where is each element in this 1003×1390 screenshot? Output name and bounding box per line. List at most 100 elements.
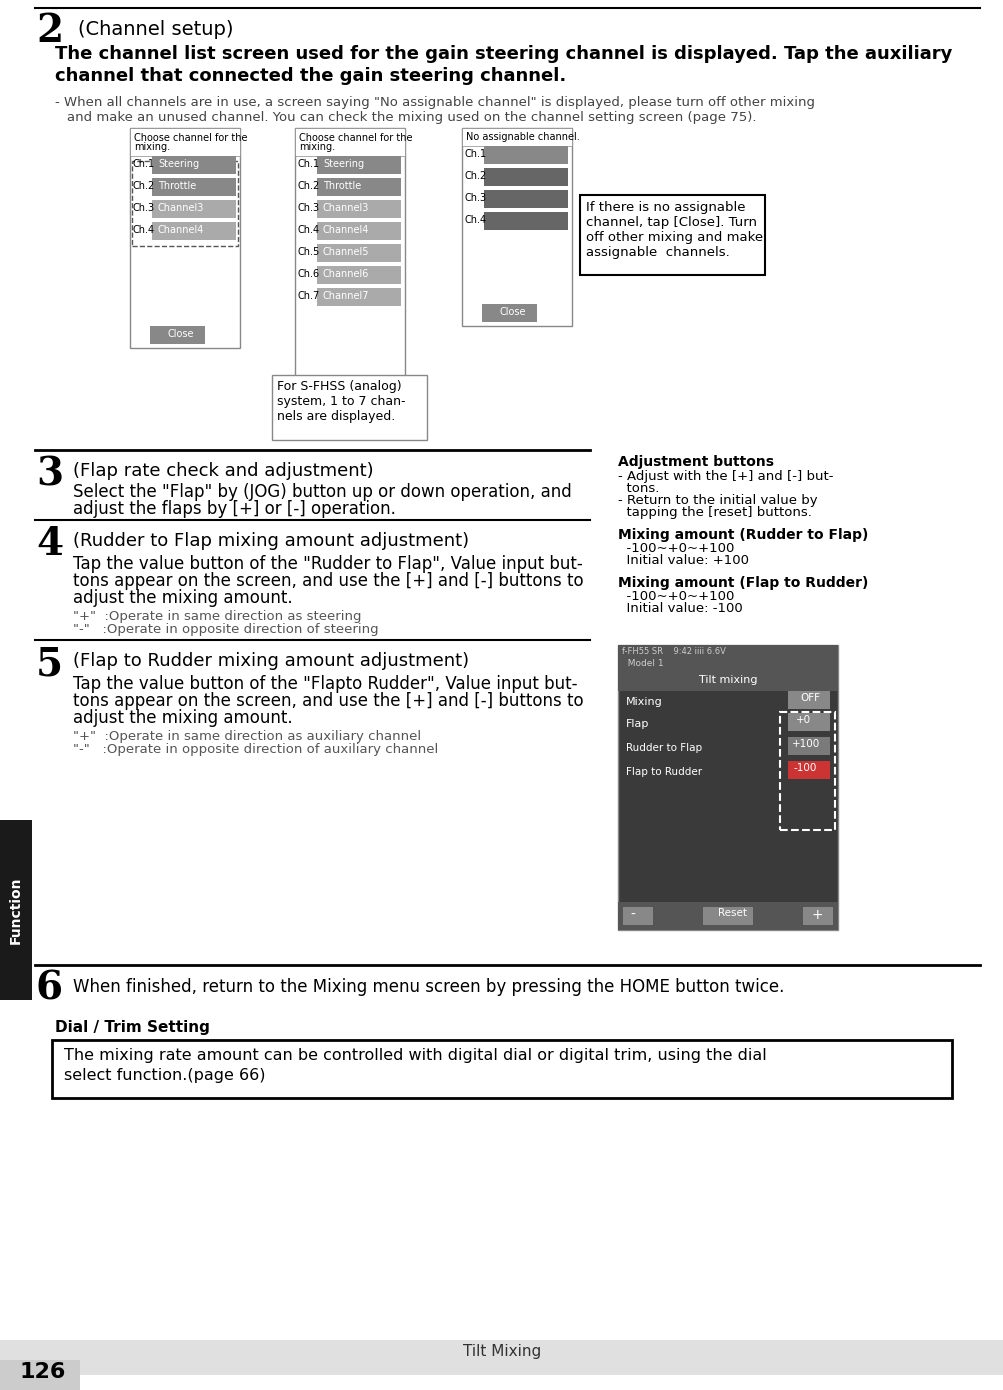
FancyBboxPatch shape — [787, 691, 829, 709]
FancyBboxPatch shape — [317, 265, 400, 284]
Text: select function.(page 66): select function.(page 66) — [64, 1068, 265, 1083]
FancyBboxPatch shape — [618, 673, 838, 691]
Text: (Rudder to Flap mixing amount adjustment): (Rudder to Flap mixing amount adjustment… — [73, 532, 468, 550]
Text: adjust the mixing amount.: adjust the mixing amount. — [73, 709, 292, 727]
Text: Channel6: Channel6 — [323, 270, 369, 279]
Text: Ch.3: Ch.3 — [298, 203, 320, 213]
FancyBboxPatch shape — [295, 128, 404, 403]
Text: "-"   :Operate in opposite direction of steering: "-" :Operate in opposite direction of st… — [73, 623, 378, 637]
FancyBboxPatch shape — [317, 178, 400, 196]
Text: Mixing amount (Rudder to Flap): Mixing amount (Rudder to Flap) — [618, 528, 868, 542]
FancyBboxPatch shape — [702, 908, 752, 924]
FancyBboxPatch shape — [317, 156, 400, 174]
Text: (Flap rate check and adjustment): (Flap rate check and adjustment) — [73, 461, 373, 480]
Text: Ch.6: Ch.6 — [298, 270, 320, 279]
FancyBboxPatch shape — [461, 128, 572, 146]
FancyBboxPatch shape — [623, 908, 652, 924]
Text: 126: 126 — [20, 1362, 66, 1382]
Text: Throttle: Throttle — [323, 181, 361, 190]
Text: -100: -100 — [793, 763, 816, 773]
Text: OFF: OFF — [799, 694, 819, 703]
FancyBboxPatch shape — [149, 327, 205, 343]
Text: mixing.: mixing. — [133, 142, 170, 152]
Text: Close: Close — [333, 384, 359, 393]
Text: - Return to the initial value by: - Return to the initial value by — [618, 493, 816, 507]
Text: Ch.2: Ch.2 — [298, 181, 320, 190]
Text: Adjustment buttons: Adjustment buttons — [618, 455, 773, 468]
FancyBboxPatch shape — [787, 760, 829, 778]
Text: Ch.1: Ch.1 — [464, 149, 486, 158]
Text: 4: 4 — [36, 525, 63, 563]
Text: Initial value: -100: Initial value: -100 — [618, 602, 742, 614]
FancyBboxPatch shape — [0, 820, 32, 999]
FancyBboxPatch shape — [129, 128, 240, 156]
Text: Throttle: Throttle — [157, 181, 196, 190]
Text: Select the "Flap" by (JOG) button up or down operation, and: Select the "Flap" by (JOG) button up or … — [73, 482, 571, 500]
Text: Channel3: Channel3 — [323, 203, 369, 213]
Text: Flap to Rudder: Flap to Rudder — [626, 767, 701, 777]
Text: -100~+0~+100: -100~+0~+100 — [618, 589, 733, 603]
FancyBboxPatch shape — [483, 213, 568, 229]
FancyBboxPatch shape — [315, 381, 370, 399]
FancyBboxPatch shape — [0, 1359, 80, 1390]
Text: adjust the flaps by [+] or [-] operation.: adjust the flaps by [+] or [-] operation… — [73, 500, 395, 518]
Text: Channel4: Channel4 — [157, 225, 205, 235]
Text: Model 1: Model 1 — [622, 659, 663, 669]
Text: No assignable channel.: No assignable channel. — [465, 132, 579, 142]
FancyBboxPatch shape — [151, 156, 236, 174]
Text: For S-FHSS (analog)
system, 1 to 7 chan-
nels are displayed.: For S-FHSS (analog) system, 1 to 7 chan-… — [277, 379, 405, 423]
Text: Initial value: +100: Initial value: +100 — [618, 555, 748, 567]
Text: Mixing amount (Flap to Rudder): Mixing amount (Flap to Rudder) — [618, 575, 868, 589]
Text: 5: 5 — [36, 645, 63, 682]
FancyBboxPatch shape — [52, 1040, 951, 1098]
Text: tons appear on the screen, and use the [+] and [-] buttons to: tons appear on the screen, and use the [… — [73, 573, 583, 589]
Text: Function: Function — [9, 876, 23, 944]
Text: (Channel setup): (Channel setup) — [78, 19, 234, 39]
Text: Choose channel for the: Choose channel for the — [299, 133, 412, 143]
Text: and make an unused channel. You can check the mixing used on the channel setting: and make an unused channel. You can chec… — [67, 111, 755, 124]
Text: -100~+0~+100: -100~+0~+100 — [618, 542, 733, 555]
Text: Ch.1: Ch.1 — [132, 158, 155, 170]
Text: - When all channels are in use, a screen saying "No assignable channel" is displ: - When all channels are in use, a screen… — [55, 96, 814, 108]
Text: Dial / Trim Setting: Dial / Trim Setting — [55, 1020, 210, 1036]
FancyBboxPatch shape — [483, 190, 568, 208]
Text: Flap: Flap — [626, 719, 649, 728]
Text: +0: +0 — [795, 714, 810, 726]
FancyBboxPatch shape — [483, 146, 568, 164]
Text: Steering: Steering — [157, 158, 199, 170]
Text: - Adjust with the [+] and [-] but-: - Adjust with the [+] and [-] but- — [618, 470, 832, 482]
FancyBboxPatch shape — [483, 168, 568, 186]
Text: "+"  :Operate in same direction as auxiliary channel: "+" :Operate in same direction as auxili… — [73, 730, 420, 744]
FancyBboxPatch shape — [317, 200, 400, 218]
Text: Close: Close — [499, 307, 526, 317]
FancyBboxPatch shape — [295, 128, 404, 156]
Text: Rudder to Flap: Rudder to Flap — [626, 744, 701, 753]
Text: Ch.1: Ch.1 — [298, 158, 320, 170]
Text: tons.: tons. — [618, 482, 659, 495]
FancyBboxPatch shape — [151, 222, 236, 240]
Text: Tilt mixing: Tilt mixing — [698, 676, 756, 685]
FancyBboxPatch shape — [151, 178, 236, 196]
Text: Ch.5: Ch.5 — [298, 247, 320, 257]
Text: Ch.3: Ch.3 — [464, 193, 486, 203]
Text: Ch.7: Ch.7 — [298, 291, 320, 302]
Text: channel that connected the gain steering channel.: channel that connected the gain steering… — [55, 67, 566, 85]
Text: Reset: Reset — [717, 908, 746, 917]
Text: adjust the mixing amount.: adjust the mixing amount. — [73, 589, 292, 607]
Text: Channel4: Channel4 — [323, 225, 369, 235]
Text: +: + — [811, 908, 822, 922]
Text: Ch.2: Ch.2 — [132, 181, 155, 190]
Text: Mixing: Mixing — [626, 696, 662, 708]
FancyBboxPatch shape — [317, 245, 400, 261]
Text: mixing.: mixing. — [299, 142, 335, 152]
Text: When finished, return to the Mixing menu screen by pressing the HOME button twic: When finished, return to the Mixing menu… — [73, 979, 783, 997]
FancyBboxPatch shape — [802, 908, 832, 924]
Text: Ch.2: Ch.2 — [464, 171, 486, 181]
FancyBboxPatch shape — [317, 222, 400, 240]
FancyBboxPatch shape — [580, 195, 764, 275]
FancyBboxPatch shape — [317, 288, 400, 306]
Text: 2: 2 — [36, 13, 63, 50]
FancyBboxPatch shape — [787, 737, 829, 755]
FancyBboxPatch shape — [618, 902, 838, 930]
FancyBboxPatch shape — [151, 200, 236, 218]
